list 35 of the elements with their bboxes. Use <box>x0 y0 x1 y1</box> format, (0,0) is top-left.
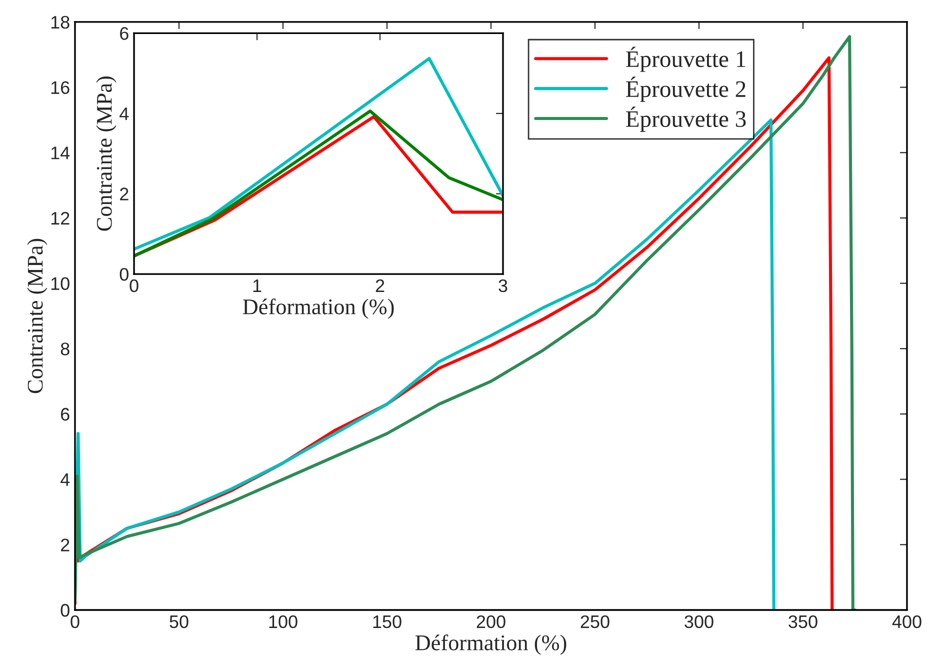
x-tick-label: 250 <box>580 615 610 628</box>
y-tick-label: 12 <box>51 212 70 225</box>
x-tick-label: 0 <box>130 279 138 292</box>
y-tick-label: 18 <box>51 16 70 29</box>
x-axis-title: Déformation (%) <box>242 298 394 319</box>
y-tick-label: 0 <box>120 268 128 281</box>
y-tick-label: 4 <box>60 473 70 486</box>
legend-label: Éprouvette 1 <box>626 46 746 72</box>
y-tick-label: 0 <box>60 604 70 617</box>
y-axis-title: Contrainte (MPa) <box>27 238 48 394</box>
y-tick-label: 2 <box>61 538 70 552</box>
x-tick-label: 2 <box>376 279 384 292</box>
legend-label: Éprouvette 3 <box>626 106 746 132</box>
y-tick-label: 2 <box>120 188 128 200</box>
line-series <box>134 56 503 251</box>
y-tick-label: 10 <box>51 277 70 290</box>
x-tick-label: 400 <box>892 615 922 628</box>
x-tick-label: 50 <box>170 615 188 628</box>
x-tick-label: 0 <box>70 615 80 628</box>
y-tick-label: 8 <box>60 342 70 356</box>
x-axis-title: Déformation (%) <box>415 634 566 655</box>
x-tick-label: 200 <box>476 615 506 628</box>
legend-label: Éprouvette 2 <box>626 76 746 102</box>
y-tick-label: 6 <box>61 408 70 421</box>
y-axis-title: Contrainte (MPa) <box>96 76 116 231</box>
x-tick-label: 350 <box>788 615 818 628</box>
y-tick-label: 6 <box>120 27 128 40</box>
x-tick-label: 100 <box>269 615 298 628</box>
x-tick-label: 3 <box>498 279 508 292</box>
x-tick-label: 1 <box>253 280 262 292</box>
x-tick-label: 300 <box>684 615 714 628</box>
y-tick-label: 14 <box>51 146 70 160</box>
y-tick-label: 16 <box>51 81 70 94</box>
x-tick-label: 150 <box>373 615 402 628</box>
y-tick-label: 4 <box>120 108 129 120</box>
